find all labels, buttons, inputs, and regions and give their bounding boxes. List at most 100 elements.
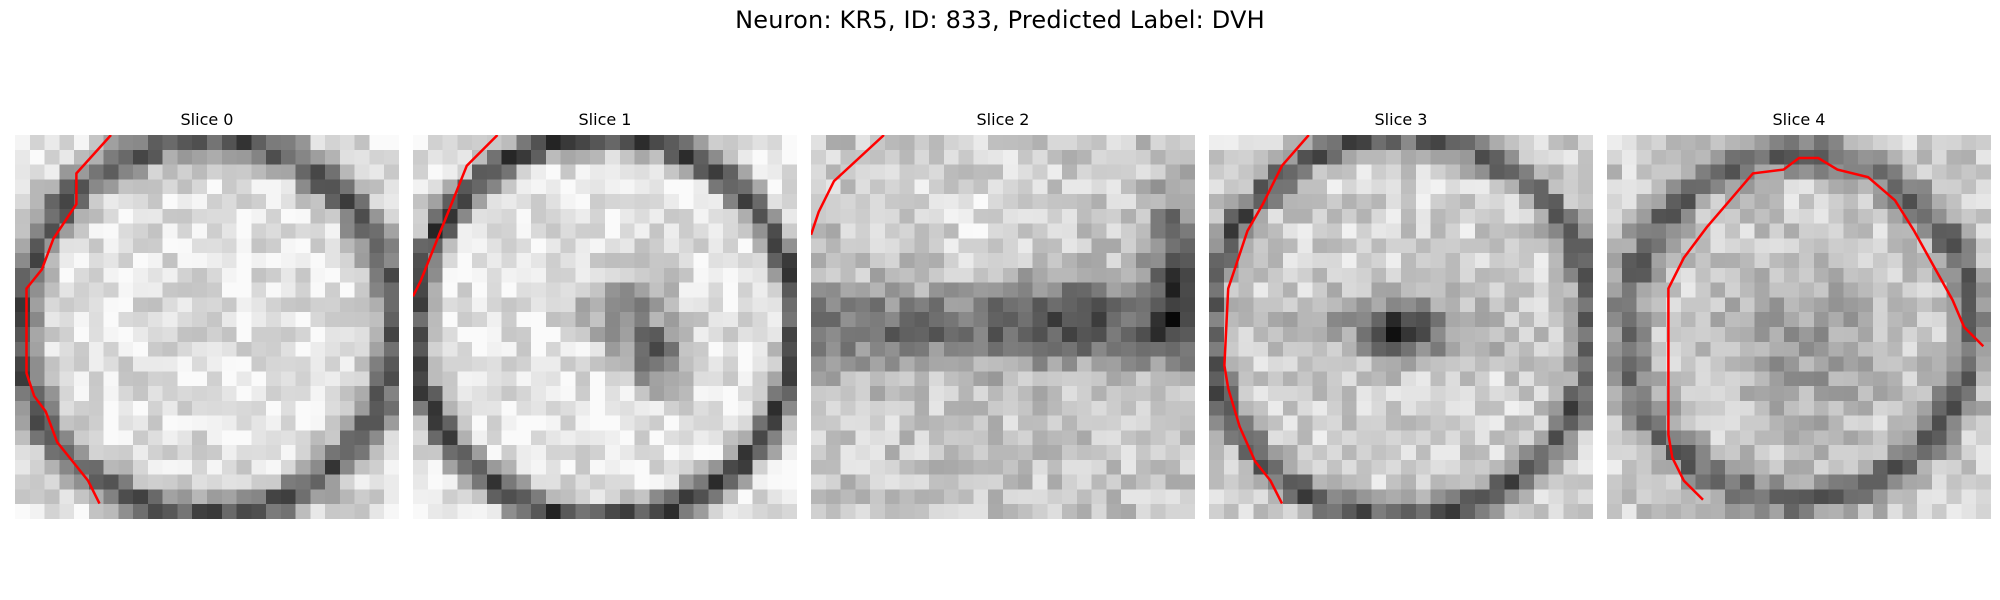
pixel [988, 194, 1004, 210]
pixel [1209, 179, 1225, 195]
pixel [1578, 297, 1593, 313]
pixel [605, 194, 621, 210]
pixel [1106, 164, 1122, 180]
pixel [251, 415, 267, 431]
pixel [486, 459, 503, 476]
pixel [207, 489, 223, 505]
pixel [1253, 474, 1269, 491]
pixel [221, 223, 238, 239]
pixel [1578, 356, 1593, 372]
pixel [1651, 164, 1667, 180]
pixel [1548, 430, 1565, 446]
pixel [207, 223, 223, 239]
pixel [1180, 430, 1195, 446]
pixel [295, 208, 311, 225]
pixel [1268, 194, 1284, 210]
pixel [118, 386, 134, 402]
pixel [1976, 489, 1991, 505]
pixel [1180, 459, 1195, 476]
pixel [29, 356, 46, 372]
pixel [1533, 386, 1550, 402]
pixel [1312, 312, 1328, 328]
pixel [1017, 149, 1034, 166]
pixel [605, 208, 621, 225]
pixel [384, 504, 399, 519]
pixel [1091, 149, 1107, 166]
pixel [708, 164, 724, 180]
pixel [1430, 474, 1446, 491]
pixel [354, 356, 371, 372]
pixel [1931, 386, 1948, 402]
pixel [1106, 238, 1122, 254]
pixel [560, 371, 577, 387]
pixel [1843, 282, 1859, 299]
pixel [943, 356, 960, 372]
pixel [737, 297, 754, 313]
pixel [737, 223, 754, 239]
pixel [1297, 179, 1313, 195]
pixel [442, 208, 458, 225]
pixel [1961, 356, 1977, 372]
pixel [1062, 356, 1078, 372]
pixel [1754, 135, 1771, 151]
pixel [619, 135, 636, 151]
pixel [427, 341, 444, 358]
pixel [1430, 208, 1446, 225]
pixel [1180, 312, 1195, 328]
pixel [369, 415, 385, 431]
pixel [988, 164, 1004, 180]
pixel [1180, 341, 1195, 358]
pixel [884, 282, 901, 299]
pixel [811, 253, 827, 269]
pixel [147, 371, 164, 387]
pixel [1356, 135, 1373, 151]
pixel [1858, 223, 1874, 239]
pixel [1917, 179, 1933, 195]
pixel [1341, 400, 1358, 417]
pixel [973, 282, 989, 299]
pixel [649, 386, 665, 402]
pixel [1504, 267, 1520, 284]
pixel [545, 356, 562, 372]
pixel [870, 445, 886, 461]
pixel [1106, 253, 1122, 269]
pixel [133, 164, 149, 180]
pixel [1666, 135, 1682, 151]
pixel [1902, 386, 1918, 402]
pixel [221, 430, 238, 446]
pixel [44, 135, 60, 151]
pixel [1341, 135, 1358, 151]
pixel [74, 341, 90, 358]
pixel [1312, 474, 1328, 491]
pixel [1621, 267, 1638, 284]
pixel [958, 208, 975, 225]
pixel [1917, 297, 1933, 313]
pixel [369, 135, 385, 151]
pixel [74, 312, 90, 328]
pixel [531, 459, 547, 476]
pixel [1739, 474, 1756, 491]
pixel [1636, 371, 1652, 387]
pixel [369, 341, 385, 358]
pixel [1843, 459, 1859, 476]
pixel [1519, 267, 1535, 284]
pixel [442, 312, 458, 328]
pixel [486, 386, 503, 402]
pixel [914, 238, 930, 254]
pixel [1401, 474, 1417, 491]
pixel [929, 327, 945, 343]
pixel [501, 253, 517, 269]
pixel [605, 430, 621, 446]
pixel [693, 179, 709, 195]
pixel [1563, 371, 1579, 387]
pixel [782, 415, 797, 431]
pixel [531, 489, 547, 505]
pixel [1415, 297, 1432, 313]
pixel [884, 164, 901, 180]
pixel [1828, 341, 1844, 358]
pixel [1636, 430, 1652, 446]
pixel [1356, 504, 1373, 519]
pixel [74, 282, 90, 299]
pixel [1784, 445, 1800, 461]
pixel [914, 135, 930, 151]
